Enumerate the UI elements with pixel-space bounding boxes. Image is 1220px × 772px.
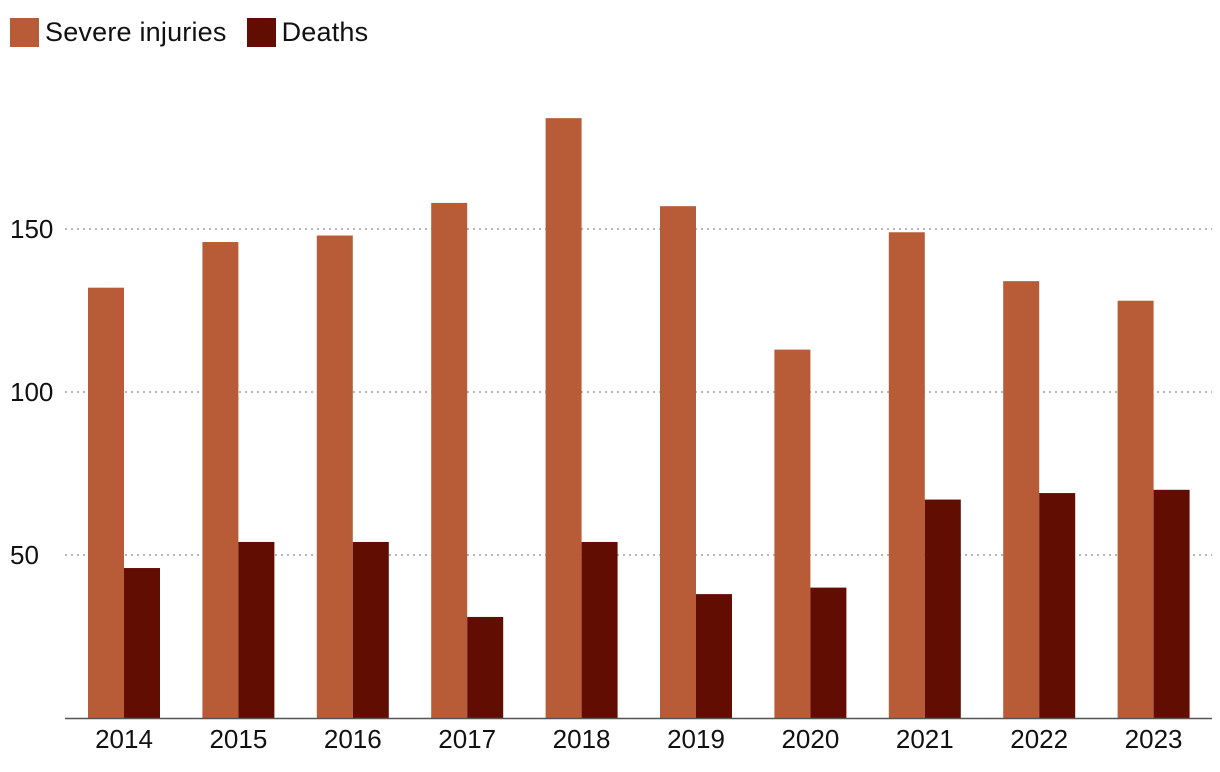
bar-severe-injuries-2014	[88, 287, 124, 718]
x-tick-label-2019: 2019	[667, 724, 725, 754]
bar-severe-injuries-2016	[316, 235, 353, 718]
bar-deaths-2021	[924, 499, 961, 718]
bars	[88, 118, 1190, 719]
bar-deaths-2017	[467, 616, 504, 718]
x-tick-label-2022: 2022	[1010, 724, 1068, 754]
x-tick-label-2015: 2015	[209, 724, 267, 754]
x-tick-label-2023: 2023	[1125, 724, 1183, 754]
bar-deaths-2019	[696, 594, 732, 718]
y-tick-label-50: 50	[10, 540, 39, 570]
axes: 50 100 150 2014 2015 2016 2017 2018 2019 2020 2021…	[10, 214, 1212, 754]
bar-deaths-2018	[581, 541, 618, 718]
x-tick-label-2017: 2017	[438, 724, 496, 754]
bar-severe-injuries-2021	[888, 232, 925, 718]
x-tick-label-2014: 2014	[95, 724, 153, 754]
x-tick-label-2020: 2020	[781, 724, 839, 754]
bar-severe-injuries-2015	[202, 242, 239, 719]
legend-label-severe-injuries: Severe injuries	[45, 16, 227, 47]
legend-item-deaths: Deaths	[246, 16, 369, 48]
legend-swatch-deaths	[246, 17, 276, 47]
bar-severe-injuries-2023	[1117, 300, 1154, 718]
legend-item-severe-injuries: Severe injuries	[10, 17, 227, 48]
x-tick-label-2021: 2021	[896, 724, 954, 754]
y-tick-label-150: 150	[10, 214, 53, 244]
legend-swatch-severe-injuries	[10, 17, 39, 47]
bar-severe-injuries-2018	[545, 118, 582, 718]
bar-deaths-2022	[1039, 493, 1076, 718]
bar-deaths-2016	[352, 541, 389, 718]
bar-deaths-2023	[1153, 489, 1190, 718]
bar-severe-injuries-2022	[1003, 281, 1040, 718]
x-tick-label-2016: 2016	[324, 724, 382, 754]
chart-legend: Severe injuries Deaths	[10, 16, 388, 48]
bar-severe-injuries-2020	[774, 349, 811, 718]
x-tick-label-2018: 2018	[553, 724, 611, 754]
bar-deaths-2014	[124, 568, 160, 718]
bar-severe-injuries-2017	[431, 202, 468, 719]
bar-deaths-2015	[238, 541, 275, 718]
legend-label-deaths: Deaths	[281, 16, 369, 47]
y-tick-label-100: 100	[10, 377, 53, 407]
bar-deaths-2020	[810, 587, 847, 718]
bar-severe-injuries-2019	[660, 206, 696, 718]
